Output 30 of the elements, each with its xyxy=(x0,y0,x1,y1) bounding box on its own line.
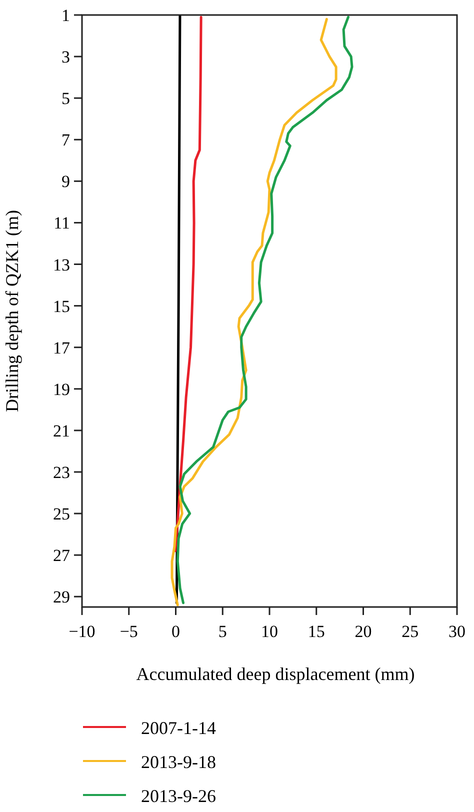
y-tick-label: 3 xyxy=(62,48,70,67)
line-series xyxy=(174,16,202,552)
legend-label: 2013-9-18 xyxy=(141,752,216,772)
y-tick-label: 27 xyxy=(53,546,70,566)
legend-label: 2013-9-26 xyxy=(141,786,216,806)
x-tick-label: −5 xyxy=(120,622,138,641)
x-tick-label: 0 xyxy=(172,622,180,641)
x-tick-label: 30 xyxy=(448,622,466,641)
x-tick-label: 25 xyxy=(402,622,419,641)
y-tick-label: 1 xyxy=(62,6,70,25)
y-tick-label: 7 xyxy=(62,130,70,150)
y-tick-label: 29 xyxy=(53,588,70,607)
y-tick-label: 19 xyxy=(53,380,70,399)
x-tick-label: −10 xyxy=(68,622,96,641)
x-tick-label: 20 xyxy=(354,622,372,641)
y-tick-label: 21 xyxy=(53,421,70,440)
y-tick-label: 25 xyxy=(53,504,70,524)
y-tick-label: 17 xyxy=(53,338,70,358)
x-axis-title: Accumulated deep displacement (mm) xyxy=(136,664,415,684)
y-tick-label: 5 xyxy=(62,89,70,108)
y-tick-label: 9 xyxy=(62,172,70,192)
x-tick-label: 10 xyxy=(261,622,278,641)
x-tick-label: 5 xyxy=(218,622,227,641)
x-tick-label: 15 xyxy=(308,622,325,641)
y-tick-label: 11 xyxy=(54,214,70,233)
y-axis-title: Drilling depth of QZK1 (m) xyxy=(2,210,22,412)
y-tick-label: 15 xyxy=(53,296,70,316)
y-tick-label: 13 xyxy=(53,255,70,274)
y-tick-label: 23 xyxy=(53,462,70,482)
legend-label: 2007-1-14 xyxy=(141,718,216,738)
